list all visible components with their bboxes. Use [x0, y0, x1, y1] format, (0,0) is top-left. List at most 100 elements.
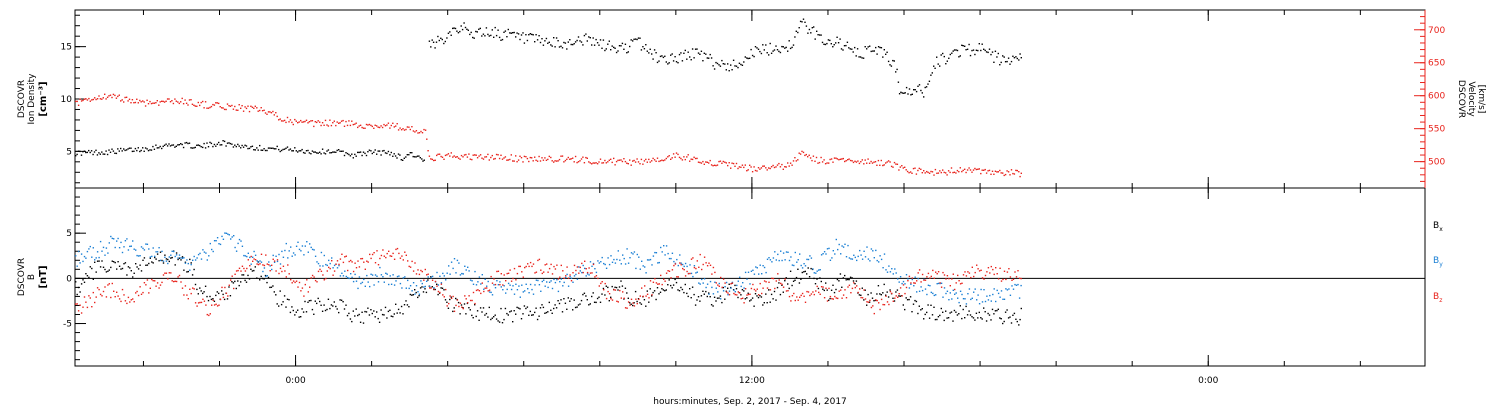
density-point [613, 46, 615, 49]
by-point [108, 242, 110, 244]
density-point [580, 41, 583, 43]
bx-point [550, 309, 552, 311]
velocity-point [402, 128, 404, 130]
bx-point [936, 318, 938, 321]
density-point [251, 145, 254, 147]
bz-point [875, 299, 877, 301]
density-point [438, 39, 440, 42]
bx-point [500, 307, 502, 310]
x-axis-title: hours:minutes, Sep. 2, 2017 - Sep. 4, 20… [653, 397, 847, 407]
by-point [268, 261, 270, 263]
bx-point [238, 284, 240, 287]
velocity-point [632, 160, 634, 162]
bx-point [744, 298, 746, 300]
density-point [216, 143, 218, 145]
velocity-point [931, 171, 934, 173]
bx-point [158, 260, 160, 262]
bz-point [551, 273, 554, 275]
density-point [875, 46, 877, 49]
bz-point [752, 283, 754, 286]
bx-point [118, 265, 121, 267]
by-point [461, 272, 463, 275]
bx-point [743, 290, 745, 292]
density-point [115, 152, 118, 155]
bx-point [357, 314, 359, 317]
bx-point [95, 271, 97, 273]
bx-point [782, 291, 784, 293]
by-point [518, 285, 520, 287]
velocity-point [895, 163, 897, 165]
velocity-point [475, 154, 477, 156]
by-point [262, 270, 264, 273]
bz-point [815, 290, 817, 292]
by-point [690, 272, 693, 275]
bx-point [658, 293, 660, 295]
velocity-point [431, 158, 433, 161]
x-tick-label: 0:00 [285, 376, 305, 386]
density-point [418, 155, 420, 157]
by-point [886, 271, 889, 273]
bx-point [340, 299, 343, 301]
by-point [813, 272, 815, 274]
bx-point [459, 313, 461, 315]
bx-point [148, 262, 150, 265]
by-point [908, 287, 911, 289]
by-point [250, 263, 252, 265]
bx-point [193, 268, 195, 271]
density-point [743, 61, 745, 63]
bx-point [140, 270, 143, 272]
density-point [776, 49, 779, 51]
bz-point [187, 298, 189, 300]
density-point [130, 147, 132, 149]
bx-point [310, 299, 312, 302]
density-point [940, 54, 942, 56]
bx-point [655, 298, 657, 301]
velocity-point [550, 156, 552, 159]
by-point [148, 248, 150, 250]
bz-point [715, 282, 717, 284]
bz-point [804, 301, 807, 303]
bx-point [825, 282, 827, 284]
density-point [681, 60, 684, 62]
density-point [409, 152, 411, 154]
bz-point [486, 287, 488, 289]
bz-point [86, 306, 89, 309]
by-point [158, 247, 160, 249]
density-point [142, 147, 144, 149]
bx-point [273, 291, 275, 293]
velocity-point [667, 156, 669, 158]
by-point [326, 264, 328, 267]
bz-point [674, 263, 677, 265]
bx-point [376, 311, 378, 313]
bz-point [1012, 278, 1015, 280]
density-point [528, 34, 530, 36]
bz-point [709, 264, 712, 266]
bx-point [876, 293, 878, 295]
bz-point [450, 297, 453, 299]
velocity-point [324, 119, 327, 122]
density-point [260, 149, 262, 151]
density-point [696, 48, 698, 50]
bz-point [629, 304, 631, 306]
by-point [510, 288, 513, 291]
velocity-point [570, 158, 572, 160]
bz-point [902, 284, 905, 286]
by-point [531, 288, 533, 291]
bx-point [585, 295, 587, 297]
bz-point [1009, 276, 1012, 278]
by-point [538, 284, 541, 286]
bz-point [376, 250, 378, 252]
by-point [253, 250, 255, 253]
velocity-point [787, 162, 789, 164]
velocity-point [645, 158, 647, 161]
bx-point [952, 320, 954, 322]
by-point [904, 283, 906, 285]
by-point [768, 257, 770, 259]
by-point [923, 278, 925, 281]
bx-point [905, 297, 907, 299]
bz-point [333, 270, 336, 272]
bx-point [899, 295, 901, 297]
velocity-point [430, 158, 432, 160]
velocity-point [710, 164, 713, 166]
velocity-point [670, 158, 672, 160]
